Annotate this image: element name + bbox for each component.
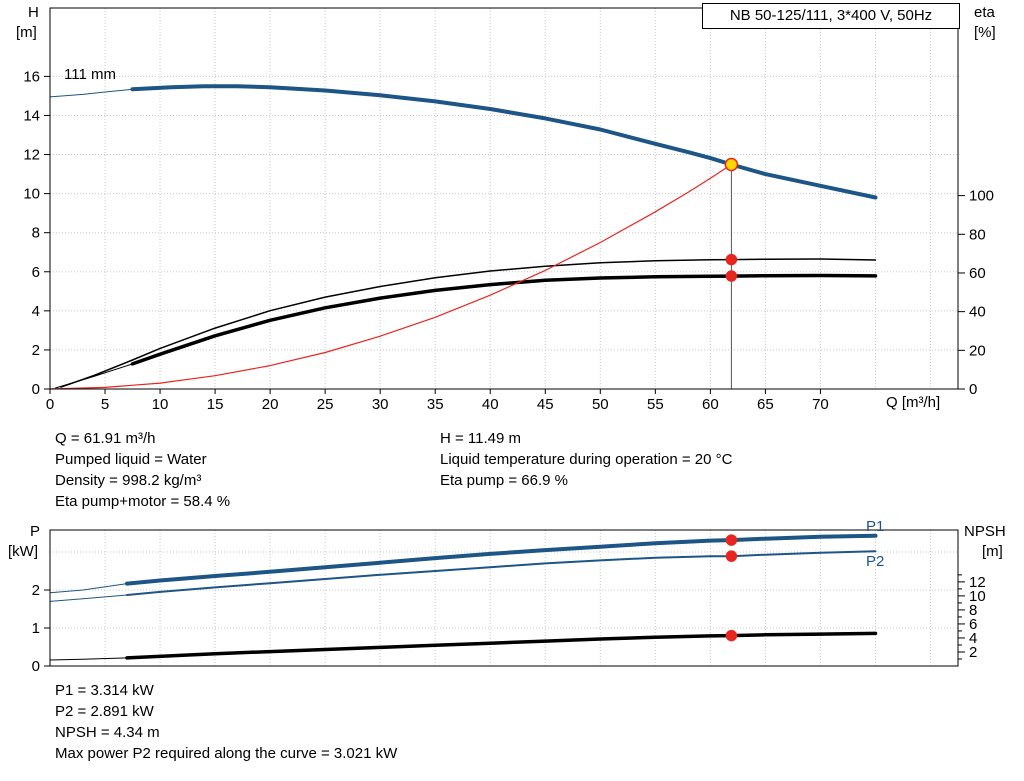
q-axis-label: Q [m³/h] bbox=[886, 394, 941, 411]
operating-info-col2: H = 11.49 m Liquid temperature during op… bbox=[440, 428, 732, 491]
x-tick-label: 5 bbox=[101, 396, 109, 413]
plot-border bbox=[49, 7, 959, 390]
right-tick-label: 12 bbox=[969, 574, 986, 591]
left-tick-label: 1 bbox=[32, 620, 40, 637]
left-tick-label: 0 bbox=[32, 381, 40, 398]
h-axis-label: H bbox=[28, 4, 39, 21]
x-tick-label: 25 bbox=[317, 396, 334, 413]
left-tick-label: 0 bbox=[32, 658, 40, 675]
x-tick-label: 70 bbox=[812, 396, 829, 413]
left-tick-label: 2 bbox=[32, 342, 40, 359]
p-axis-unit: [kW] bbox=[8, 543, 38, 560]
p1-curve-label: P1 bbox=[866, 518, 885, 535]
head-eta-chart: 0 2 4 6 8 10 12 14 16 0 20 40 60 80 100 0 5 10 15 20 25 30 35 4… bbox=[23, 7, 994, 413]
left-tick-label: 12 bbox=[23, 147, 40, 164]
info-max-power: Max power P2 required along the curve = … bbox=[55, 745, 398, 762]
right-tick-label: 8 bbox=[969, 602, 977, 619]
p2-curve-label: P2 bbox=[866, 553, 885, 570]
right-tick-label: 60 bbox=[969, 265, 986, 282]
eta-pump-point bbox=[725, 253, 738, 266]
info-h: H = 11.49 m bbox=[440, 430, 522, 447]
right-tick-label: 4 bbox=[969, 630, 977, 647]
npsh-axis-unit: [m] bbox=[982, 543, 1003, 560]
right-tick-label: 80 bbox=[969, 226, 986, 243]
x-tick-label: 55 bbox=[647, 396, 664, 413]
left-tick-label: 2 bbox=[32, 582, 40, 599]
x-tick-label: 35 bbox=[427, 396, 444, 413]
info-density: Density = 998.2 kg/m³ bbox=[55, 472, 202, 489]
head-curve bbox=[130, 84, 878, 200]
pump-title-box: NB 50-125/111, 3*400 V, 50Hz bbox=[702, 3, 960, 29]
right-tick-label: 2 bbox=[969, 644, 977, 661]
right-tick-label: 100 bbox=[969, 188, 994, 205]
info-liquid-temperature: Liquid temperature during operation = 20… bbox=[440, 451, 733, 468]
left-tick-label: 8 bbox=[32, 225, 40, 242]
p2-lead bbox=[49, 594, 128, 602]
right-tick-label: 0 bbox=[969, 381, 977, 398]
x-tick-label: 10 bbox=[152, 396, 169, 413]
info-eta-pump: Eta pump = 66.9 % bbox=[440, 472, 568, 489]
info-p2: P2 = 2.891 kW bbox=[55, 703, 154, 720]
info-eta-pump-motor: Eta pump+motor = 58.4 % bbox=[55, 493, 231, 510]
x-tick-label: 0 bbox=[46, 396, 54, 413]
x-tick-label: 45 bbox=[537, 396, 554, 413]
info-npsh: NPSH = 4.34 m bbox=[55, 724, 160, 741]
h-axis-unit: [m] bbox=[16, 24, 37, 41]
x-tick-label: 65 bbox=[757, 396, 774, 413]
info-q: Q = 61.91 m³/h bbox=[55, 430, 156, 447]
p2-curve bbox=[126, 550, 877, 596]
right-tick-label: 6 bbox=[969, 616, 977, 633]
p-axis-label: P bbox=[30, 523, 41, 540]
info-p1: P1 = 3.314 kW bbox=[55, 682, 154, 699]
left-tick-label: 14 bbox=[23, 107, 40, 124]
impeller-diameter-label: 111 mm bbox=[64, 66, 116, 83]
eta-pump-motor-point bbox=[725, 270, 738, 282]
x-tick-label: 50 bbox=[592, 396, 609, 413]
left-tick-label: 10 bbox=[23, 186, 40, 203]
duty-point bbox=[724, 157, 739, 172]
x-tick-label: 40 bbox=[482, 396, 499, 413]
left-tick-label: 16 bbox=[23, 68, 40, 85]
plot-border bbox=[49, 529, 959, 667]
right-tick-label: 10 bbox=[969, 588, 986, 605]
eta-axis-label: eta bbox=[974, 4, 995, 21]
npsh-axis-label: NPSH bbox=[964, 523, 1006, 540]
right-tick-label: 40 bbox=[969, 304, 986, 321]
right-tick-label: 20 bbox=[969, 342, 986, 359]
info-pumped-liquid: Pumped liquid = Water bbox=[55, 451, 207, 468]
operating-info-col1: Q = 61.91 m³/h Pumped liquid = Water Den… bbox=[55, 428, 230, 512]
eta-pump-curve bbox=[60, 258, 877, 388]
eta-axis-unit: [%] bbox=[974, 24, 996, 41]
x-tick-label: 20 bbox=[262, 396, 279, 413]
p1-point bbox=[725, 534, 738, 546]
duty-system-curve bbox=[49, 163, 733, 390]
x-tick-label: 30 bbox=[372, 396, 389, 413]
x-tick-label: 60 bbox=[702, 396, 719, 413]
p1-lead bbox=[49, 583, 128, 594]
eta-pump-motor-lead bbox=[55, 363, 133, 389]
left-tick-label: 6 bbox=[32, 264, 40, 281]
p2-point bbox=[725, 550, 738, 562]
head-curve-lead bbox=[49, 88, 133, 98]
p1-curve bbox=[125, 533, 878, 586]
npsh-curve bbox=[125, 631, 878, 660]
npsh-point bbox=[725, 629, 738, 642]
npsh-lead bbox=[49, 657, 128, 661]
left-tick-label: 4 bbox=[32, 303, 40, 320]
x-tick-label: 15 bbox=[207, 396, 224, 413]
power-info-block: P1 = 3.314 kW P2 = 2.891 kW NPSH = 4.34 … bbox=[55, 680, 397, 764]
